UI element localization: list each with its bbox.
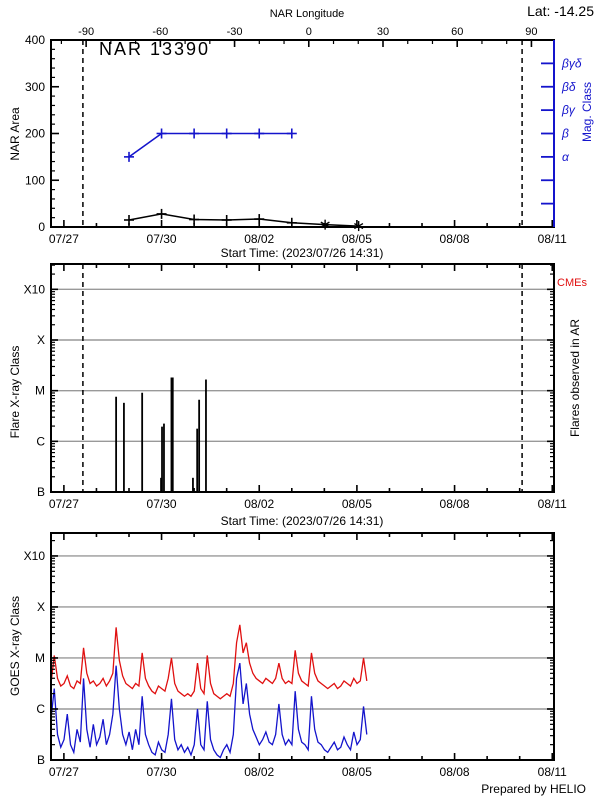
svg-text:08/05: 08/05 (342, 497, 372, 511)
svg-text:30: 30 (377, 26, 389, 38)
svg-text:βδ: βδ (561, 80, 576, 94)
mag-class-axis-label: Mag. Class (580, 81, 594, 143)
svg-text:08/02: 08/02 (244, 765, 274, 779)
svg-text:C: C (36, 434, 45, 448)
flares-observed-label: Flares observed in AR (568, 318, 582, 438)
flare-bars (115, 377, 207, 491)
svg-text:0: 0 (38, 220, 45, 234)
svg-text:07/30: 07/30 (147, 497, 177, 511)
flare-class-axis-label: Flare X-ray Class (8, 345, 22, 439)
svg-text:0: 0 (306, 26, 312, 38)
svg-text:X10: X10 (24, 282, 46, 296)
svg-text:08/08: 08/08 (440, 497, 470, 511)
svg-text:B: B (37, 753, 45, 767)
goes-long-channel-series (50, 624, 368, 700)
svg-text:90: 90 (525, 26, 537, 38)
svg-text:08/02: 08/02 (244, 497, 274, 511)
latitude-label: Lat: -14.25 (527, 3, 594, 19)
panel-frames (50, 39, 555, 761)
goes-class-axis-label: GOES X-ray Class (8, 595, 22, 697)
nar-area-axis-label: NAR Area (8, 107, 22, 161)
svg-text:08/05: 08/05 (342, 765, 372, 779)
svg-text:X: X (37, 333, 45, 347)
svg-text:100: 100 (25, 173, 45, 187)
svg-text:200: 200 (25, 127, 45, 141)
panel1-axes: 0 100 200 300 400 αβ βγ βδ βγδ -90 -60 -30 0 30 60 90 07… (25, 26, 582, 246)
svg-text:-90: -90 (78, 26, 94, 38)
svg-text:08/08: 08/08 (440, 765, 470, 779)
svg-text:400: 400 (25, 33, 45, 47)
panel2-axes: B C M X X10 07/27 07/30 08/02 08/05 08/08 08/11 (24, 264, 567, 511)
svg-text:X10: X10 (24, 549, 46, 563)
svg-text:C: C (36, 702, 45, 716)
mag-class-series (124, 128, 297, 162)
svg-text:07/27: 07/27 (49, 232, 79, 246)
svg-text:07/30: 07/30 (147, 765, 177, 779)
svg-text:07/27: 07/27 (49, 765, 79, 779)
svg-text:08/02: 08/02 (244, 232, 274, 246)
svg-text:08/05: 08/05 (342, 232, 372, 246)
svg-text:-60: -60 (152, 26, 168, 38)
svg-text:α: α (562, 150, 570, 164)
start-time-label-1: Start Time: (2023/07/26 14:31) (220, 246, 384, 260)
svg-text:-30: -30 (227, 26, 243, 38)
svg-text:07/30: 07/30 (147, 232, 177, 246)
svg-text:B: B (37, 485, 45, 499)
svg-text:M: M (35, 384, 45, 398)
page-title: NAR 13390 (99, 39, 211, 59)
cmes-label: CMEs (557, 277, 587, 289)
panel3-axes: B C M X X10 07/27 07/30 08/02 08/05 08/08 08/11 (24, 533, 567, 779)
credit-label: Prepared by HELIO (481, 782, 586, 796)
svg-text:β: β (561, 127, 569, 141)
svg-text:08/08: 08/08 (440, 232, 470, 246)
top-axis-title: NAR Longitude (269, 8, 345, 20)
svg-text:08/11: 08/11 (538, 765, 567, 779)
start-time-label-2: Start Time: (2023/07/26 14:31) (220, 514, 384, 528)
limb-crossing-lines (82, 40, 523, 492)
svg-text:X: X (37, 600, 45, 614)
svg-text:08/11: 08/11 (538, 232, 567, 246)
goes-short-channel-series (50, 662, 368, 759)
svg-text:08/11: 08/11 (538, 497, 567, 511)
svg-text:M: M (35, 651, 45, 665)
svg-text:07/27: 07/27 (49, 497, 79, 511)
svg-text:βγδ: βγδ (561, 56, 582, 70)
svg-text:βγ: βγ (561, 103, 576, 117)
decade-gridlines (51, 288, 554, 710)
svg-text:300: 300 (25, 80, 45, 94)
svg-text:60: 60 (451, 26, 463, 38)
